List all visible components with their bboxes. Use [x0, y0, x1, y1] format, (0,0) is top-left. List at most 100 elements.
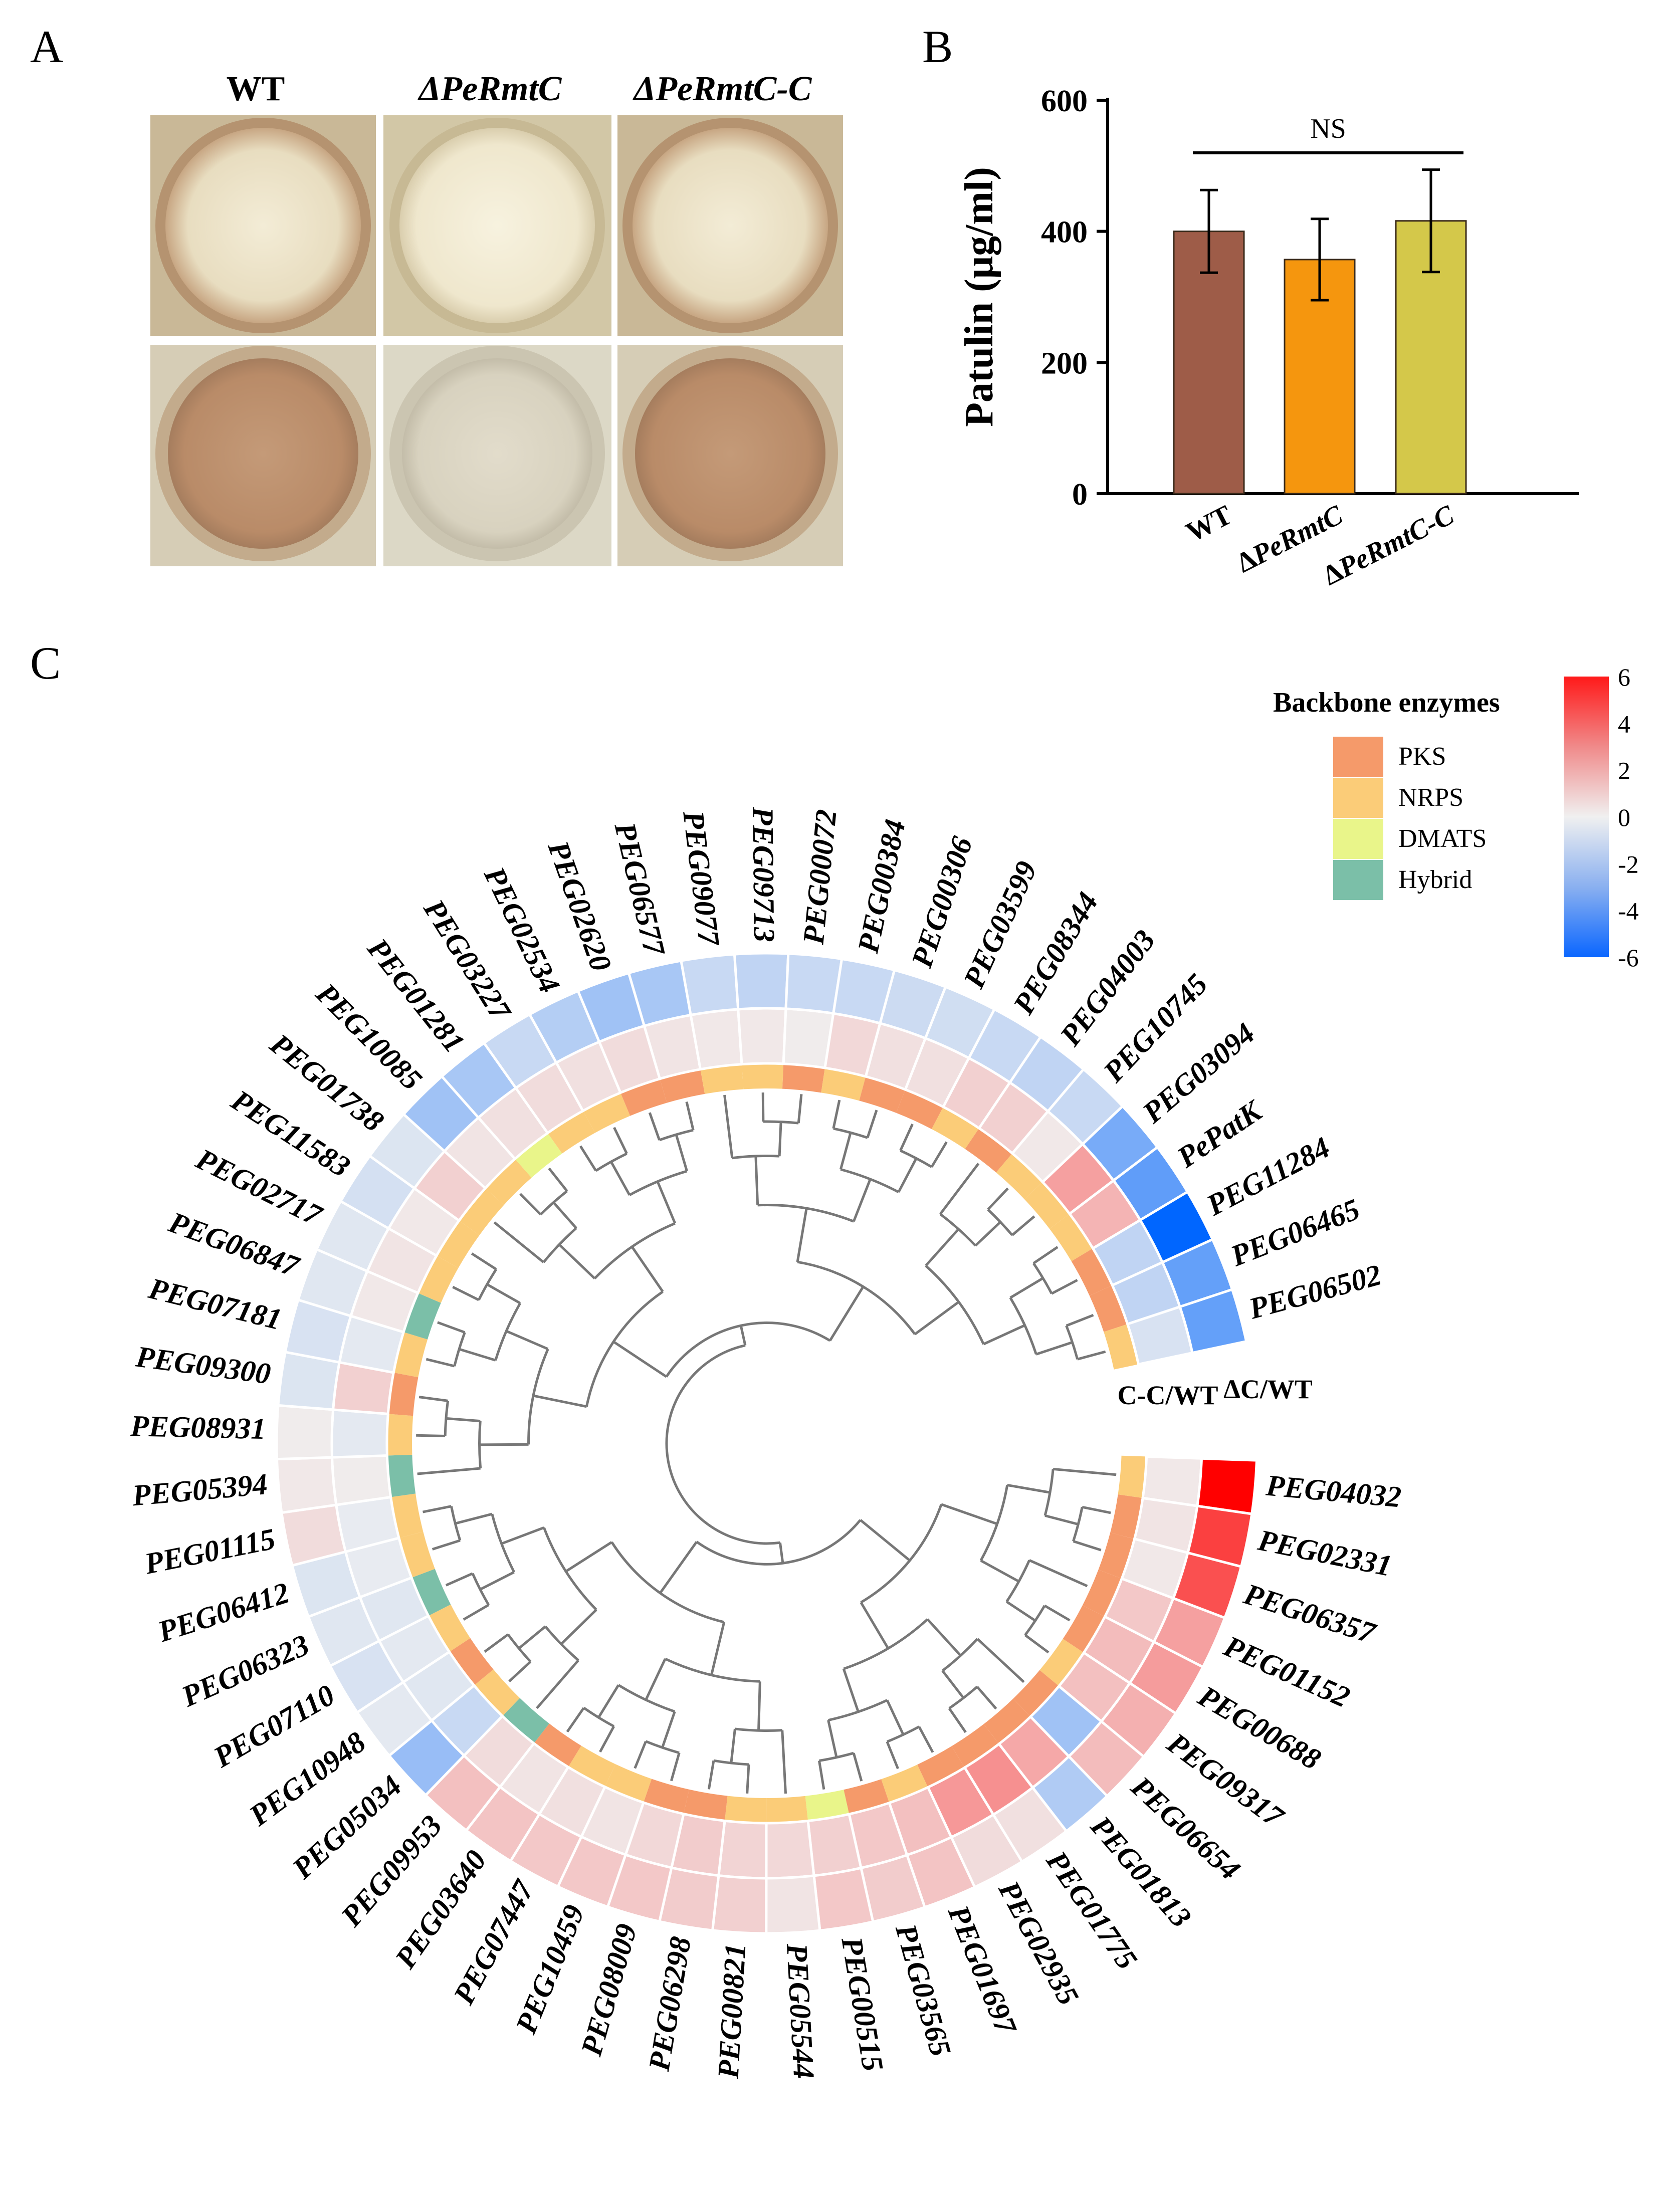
enzyme-cell	[1110, 1494, 1143, 1539]
photo-label-complement: ΔPeRmtC-C	[634, 70, 812, 108]
panel-c-letter: C	[30, 637, 61, 689]
enzyme-cell	[1071, 1248, 1113, 1296]
dendro-branch	[645, 1658, 667, 1701]
dendro-branch	[730, 1728, 736, 1764]
dendro-arc	[507, 1633, 532, 1663]
dendro-branch	[723, 1094, 734, 1159]
colorbar-tick-label: 2	[1618, 757, 1630, 785]
dendro-branch	[548, 1167, 568, 1192]
dendro-branch	[552, 1201, 577, 1229]
dc-wt-cell	[275, 1456, 338, 1514]
y-tick-label: 400	[1041, 215, 1088, 250]
dendro-branch	[493, 1221, 545, 1263]
dendro-branch	[1043, 1604, 1071, 1622]
colorbar-tick-label: 6	[1618, 663, 1630, 691]
cc-wt-cell	[717, 1819, 768, 1880]
dendro-branch	[781, 1730, 787, 1794]
dendro-branch	[860, 1519, 911, 1562]
enzyme-cell	[965, 1128, 1012, 1173]
enzyme-cell	[896, 1089, 944, 1129]
dendro-branch	[897, 1158, 918, 1193]
enzyme-cell	[388, 1372, 418, 1416]
dendro-branch	[479, 1571, 515, 1591]
enzyme-cell	[502, 1698, 549, 1743]
dc-wt-cell	[812, 1866, 875, 1932]
enzyme-cell	[515, 1133, 562, 1178]
ring-label-cc: C-C/WT	[1118, 1380, 1218, 1410]
gene-label: PEG03565	[889, 1920, 958, 2060]
dendro-branch	[1077, 1350, 1106, 1361]
dendro-branch	[941, 1670, 965, 1699]
dendro-branch	[1011, 1215, 1035, 1236]
dendro-branch	[914, 1300, 960, 1336]
enzyme-cell	[1039, 1639, 1084, 1686]
dendro-branch	[886, 1741, 899, 1770]
dendro-branch	[648, 1112, 661, 1141]
dendro-branch	[506, 1330, 549, 1351]
photo-complement-top	[617, 115, 843, 336]
dendro-branch	[446, 1417, 481, 1423]
enzyme-cell	[583, 1092, 631, 1133]
enzyme-cell	[449, 1638, 494, 1686]
dendro-branch	[842, 1668, 860, 1712]
enzyme-cell	[387, 1454, 416, 1497]
cc-wt-cell	[737, 1007, 787, 1066]
dendro-branch	[501, 1526, 545, 1545]
legend-label: DMATS	[1398, 824, 1487, 853]
y-axis-label: Patulin (μg/ml)	[957, 167, 1001, 427]
gene-label: PEG02331	[1255, 1523, 1395, 1583]
dendro-branch	[1032, 1246, 1059, 1264]
cc-wt-cell	[330, 1454, 392, 1506]
dendro-branch	[827, 1720, 838, 1758]
dendro-branch	[983, 1324, 1025, 1346]
dendro-arc	[659, 1129, 694, 1142]
dc-wt-cell	[1196, 1457, 1258, 1515]
dendro-branch	[1073, 1540, 1102, 1552]
gene-label: PEG06357	[1239, 1577, 1380, 1650]
gene-label: PEG06412	[154, 1576, 293, 1649]
dendro-branch	[610, 1161, 631, 1196]
ns-annotation: NS	[1310, 113, 1346, 144]
enzyme-cell	[428, 1604, 471, 1652]
gene-label: PEG09300	[134, 1340, 273, 1390]
dc-wt-cell	[765, 1874, 821, 1935]
dendro-branch	[418, 1396, 448, 1402]
dendro-branch	[1007, 1483, 1051, 1494]
dendro-arc	[471, 1573, 490, 1606]
gene-label: PEG06298	[642, 1934, 697, 2074]
enzyme-cell	[724, 1796, 767, 1823]
gene-label: PEG04032	[1265, 1469, 1403, 1514]
dendro-branch	[1009, 1277, 1044, 1299]
colorbar	[1564, 677, 1609, 957]
enzyme-cell	[568, 1745, 616, 1787]
dendro-branch	[560, 1609, 597, 1645]
enzyme-cell	[403, 1293, 441, 1340]
dendro-branch	[918, 1726, 934, 1753]
dendro-branch	[817, 1760, 825, 1790]
dendro-branch	[558, 1243, 596, 1279]
enzyme-cell	[534, 1723, 581, 1768]
gene-label: PEG09077	[677, 809, 726, 949]
dendro-arc	[713, 1759, 749, 1766]
dendro-branch	[445, 1572, 473, 1587]
dendro-branch	[930, 1141, 948, 1168]
dendro-branch	[976, 1638, 1025, 1683]
dendro-arc	[450, 1506, 462, 1541]
y-tick-label: 600	[1041, 84, 1088, 118]
cc-wt-cell	[330, 1408, 389, 1459]
legend-label: NRPS	[1398, 783, 1463, 812]
y-tick-label: 0	[1072, 478, 1088, 512]
dendro-branch	[536, 1659, 579, 1709]
dendro-branch	[974, 1221, 1001, 1247]
legend-swatch	[1333, 778, 1383, 818]
dendro-arc	[665, 1344, 780, 1545]
culture-photos	[150, 115, 843, 566]
dendro-branch	[459, 1348, 496, 1362]
dendro-branch	[710, 1622, 726, 1676]
dc-wt-cell	[711, 1874, 768, 1935]
dendro-branch	[797, 1094, 803, 1124]
colorbar-tick-label: 4	[1618, 710, 1630, 738]
dendro-branch	[980, 1559, 1020, 1583]
dendro-arc	[833, 1127, 868, 1139]
